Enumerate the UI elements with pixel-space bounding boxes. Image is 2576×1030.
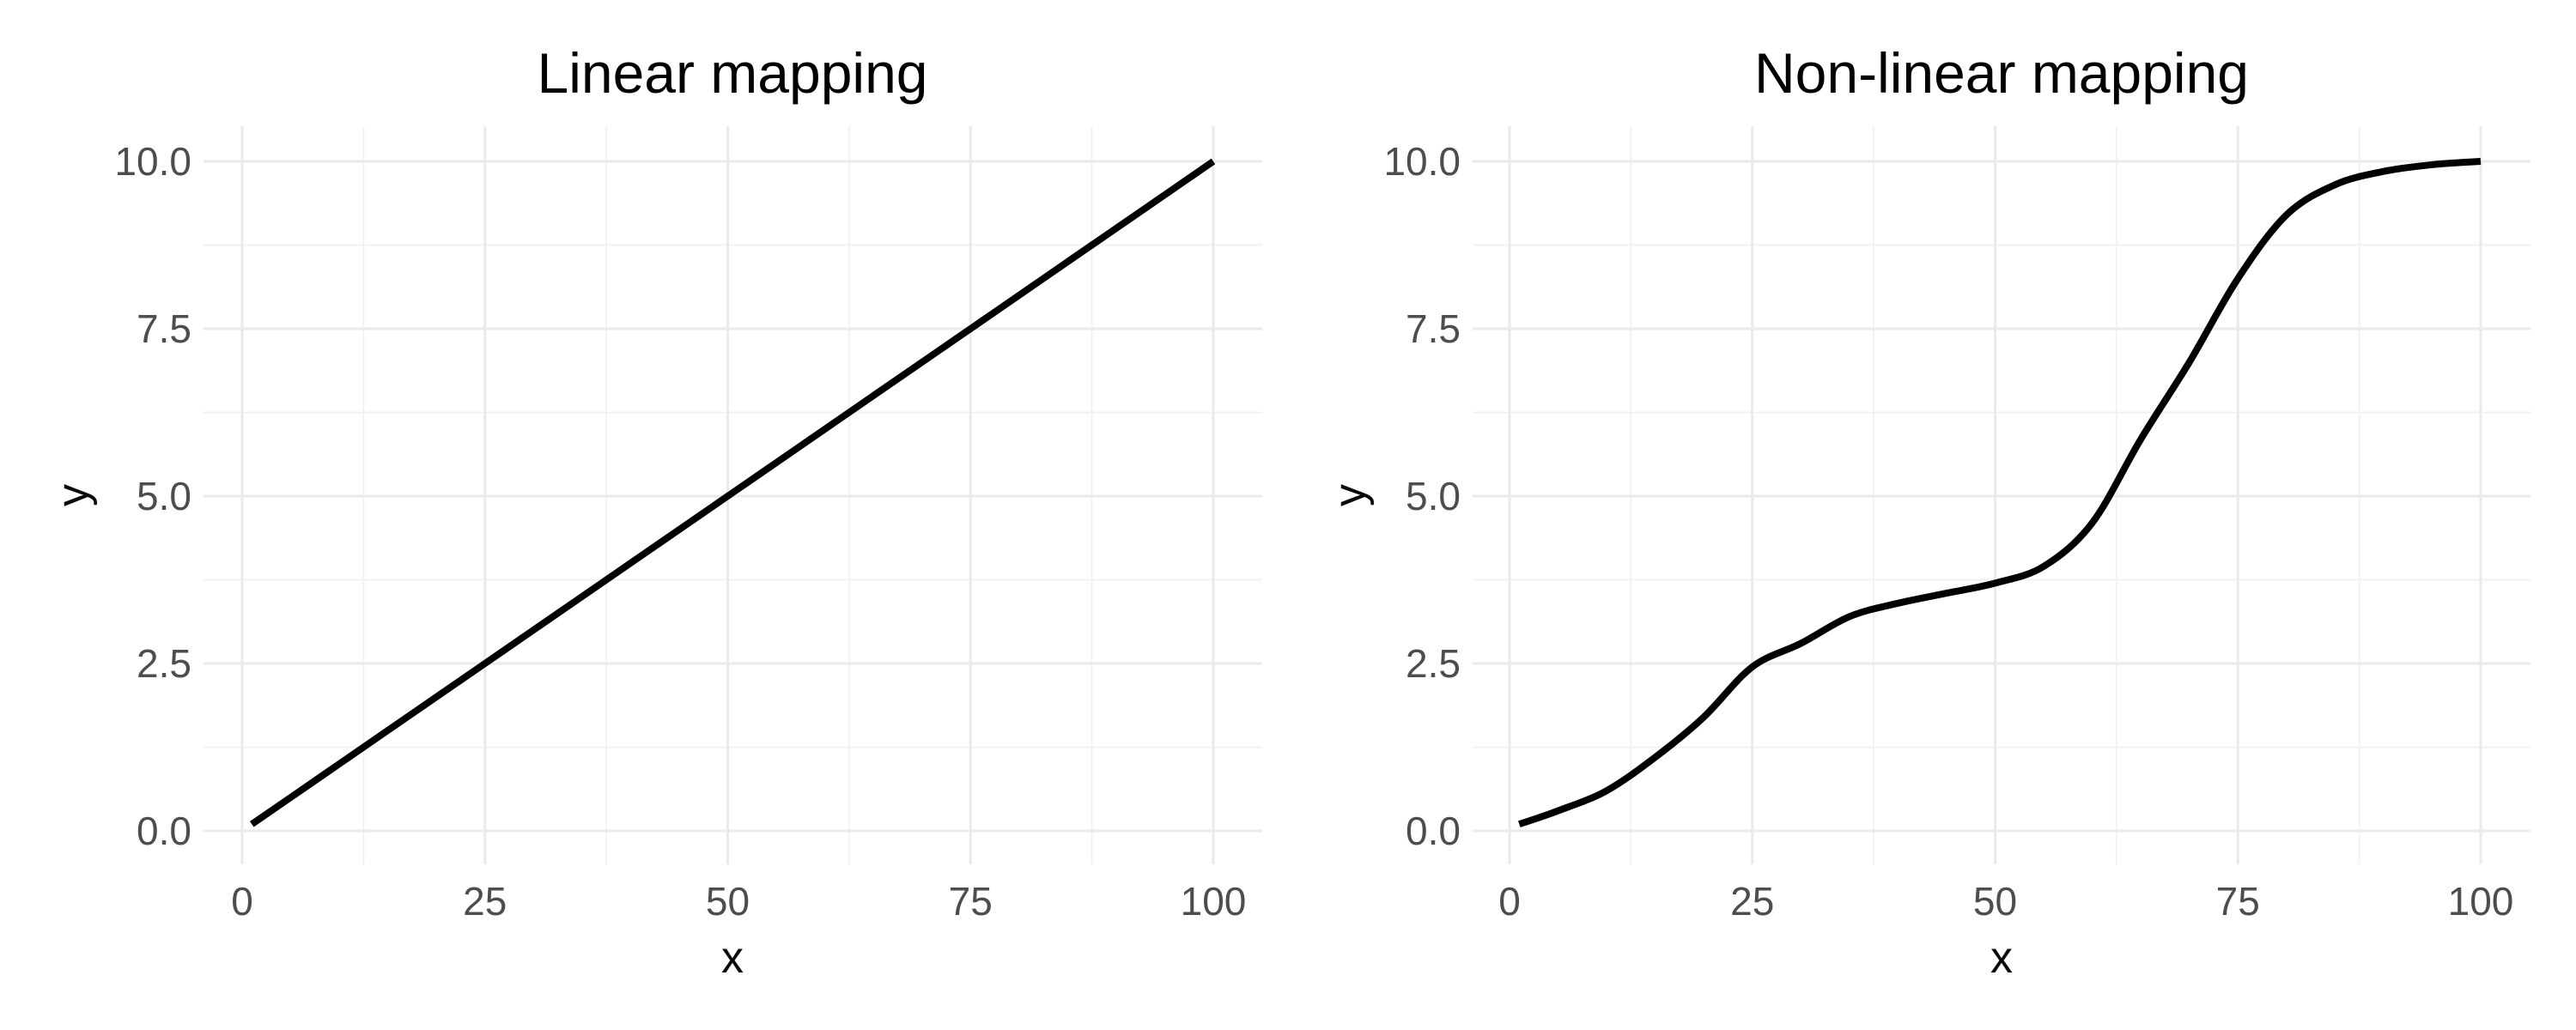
linear-line-series [250, 158, 1216, 827]
x-axis-title: x [721, 933, 744, 983]
plot-title: Non-linear mapping [1754, 41, 2249, 105]
y-axis-title: y [48, 484, 98, 506]
panel-grid [204, 126, 1262, 864]
plot-title: Linear mapping [538, 41, 928, 105]
x-tick-label: 75 [949, 879, 993, 924]
axis-tick-labels: 0 25 50 75 100 0.0 2.5 5.0 7.5 10.0 [1383, 139, 2513, 924]
x-tick-label: 0 [1498, 879, 1521, 924]
y-tick-label: 5.0 [1406, 474, 1461, 518]
panel-grid [1473, 126, 2530, 864]
axis-tick-labels: 0 25 50 75 100 0.0 2.5 5.0 7.5 10.0 [114, 139, 1246, 924]
y-axis-title: y [1325, 484, 1375, 506]
x-tick-label: 50 [706, 879, 750, 924]
non-linear-plot: 0 25 50 75 100 0.0 2.5 5.0 7.5 10.0 Non-linear ma… [1325, 41, 2530, 983]
y-tick-label: 0.0 [137, 809, 191, 853]
y-tick-label: 10.0 [1383, 139, 1461, 184]
y-tick-label: 7.5 [137, 306, 191, 351]
non-linear-curve-series [1517, 158, 2482, 827]
linear-plot: 0 25 50 75 100 0.0 2.5 5.0 7.5 10.0 Linear mappin… [48, 41, 1262, 983]
y-tick-label: 0.0 [1406, 809, 1461, 853]
y-tick-label: 2.5 [137, 641, 191, 686]
x-tick-label: 50 [1973, 879, 2017, 924]
x-tick-label: 100 [1181, 879, 1247, 924]
y-tick-label: 2.5 [1406, 641, 1461, 686]
x-axis-title: x [1990, 933, 2013, 983]
x-tick-label: 25 [463, 879, 507, 924]
x-tick-label: 0 [231, 879, 253, 924]
y-tick-label: 10.0 [114, 139, 191, 184]
x-tick-label: 25 [1730, 879, 1774, 924]
y-tick-label: 7.5 [1406, 306, 1461, 351]
x-tick-label: 100 [2448, 879, 2514, 924]
y-tick-label: 5.0 [137, 474, 191, 518]
x-tick-label: 75 [2216, 879, 2260, 924]
